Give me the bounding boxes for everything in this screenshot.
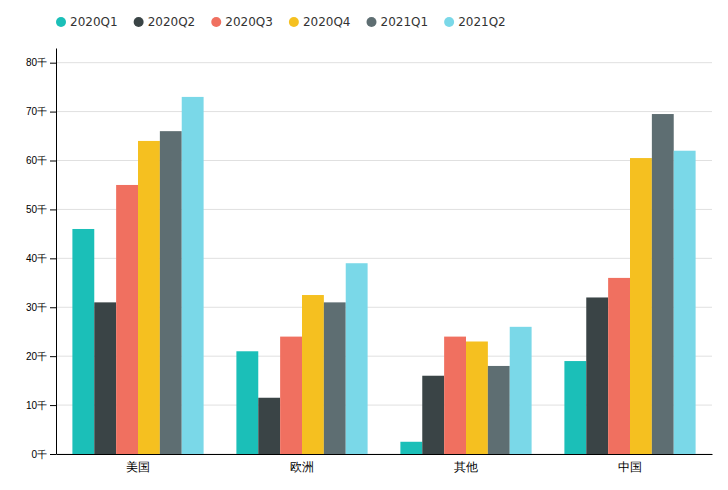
bar: [182, 97, 204, 454]
legend-label: 2021Q2: [458, 15, 506, 29]
bar: [630, 158, 652, 454]
legend-label: 2020Q4: [303, 15, 351, 29]
x-tick-label: 中国: [618, 460, 642, 474]
y-tick: 10千: [26, 400, 56, 411]
y-axis-line: [56, 49, 57, 455]
x-tick-label: 其他: [454, 460, 478, 474]
bar-series: [138, 141, 652, 454]
bar: [586, 297, 608, 454]
legend-label: 2021Q1: [381, 15, 429, 29]
bar: [488, 366, 510, 454]
bar-series: [160, 114, 674, 454]
x-tick: 美国: [126, 460, 150, 474]
x-tick: 欧洲: [290, 460, 314, 474]
y-tick-label: 50千: [26, 204, 47, 215]
bar: [302, 295, 324, 454]
x-axis: 美国 欧洲 其他 中国: [57, 455, 713, 474]
plot: 0千 10千 20千 30千 40千 50千 60千 70千 80千美国 欧洲 其他 中国: [26, 49, 713, 474]
chart: 0千 10千 20千 30千 40千 50千 60千 70千 80千美国 欧洲 其他 中国 2020Q1…: [0, 0, 728, 490]
legend-item: 2020Q4: [289, 15, 351, 29]
legend-label: 2020Q3: [225, 15, 273, 29]
legend-label: 2020Q1: [70, 15, 118, 29]
legend-item: 2021Q1: [367, 15, 429, 29]
y-tick-mark: [50, 356, 56, 357]
legend-swatch: [56, 17, 66, 27]
y-tick-mark: [50, 112, 56, 113]
bar: [236, 351, 258, 454]
bar: [138, 141, 160, 454]
y-tick-mark: [50, 307, 56, 308]
legend-swatch: [289, 17, 299, 27]
bar: [324, 302, 346, 454]
grid: [56, 63, 712, 454]
bar-series: [182, 97, 696, 454]
y-tick-label: 20千: [26, 351, 47, 362]
bar: [444, 337, 466, 454]
legend-item: 2020Q1: [56, 15, 118, 29]
legend-swatch: [444, 17, 454, 27]
legend: 2020Q1 2020Q2 2020Q3 2020Q4 2021Q1 2021Q2: [56, 15, 506, 29]
x-axis-line: [57, 454, 713, 455]
y-tick-label: 30千: [26, 302, 47, 313]
y-tick: 40千: [26, 253, 56, 264]
x-tick: 中国: [618, 460, 642, 474]
y-tick-mark: [50, 63, 56, 64]
y-tick: 20千: [26, 351, 56, 362]
bar: [72, 229, 94, 454]
y-tick-mark: [50, 405, 56, 406]
y-tick: 60千: [26, 155, 56, 166]
bar: [652, 114, 674, 454]
y-tick-label: 70千: [26, 106, 47, 117]
bars: [72, 97, 695, 454]
legend-item: 2020Q2: [134, 15, 196, 29]
y-tick-mark: [50, 454, 56, 455]
bar: [674, 151, 696, 454]
bar: [608, 278, 630, 454]
y-tick-mark: [50, 258, 56, 259]
grid-line: [56, 62, 712, 63]
y-axis: 0千 10千 20千 30千 40千 50千 60千 70千 80千: [26, 49, 57, 460]
x-tick-label: 美国: [126, 460, 150, 474]
bar: [94, 302, 116, 454]
bar: [280, 337, 302, 454]
y-tick: 50千: [26, 204, 56, 215]
legend-swatch: [367, 17, 377, 27]
bar: [258, 398, 280, 454]
bar: [564, 361, 586, 454]
y-tick-label: 10千: [26, 400, 47, 411]
y-tick-label: 60千: [26, 155, 47, 166]
legend-label: 2020Q2: [148, 15, 196, 29]
legend-swatch: [134, 17, 144, 27]
grid-line: [56, 111, 712, 112]
legend-item: 2020Q3: [211, 15, 273, 29]
legend-item: 2021Q2: [444, 15, 506, 29]
y-tick-mark: [50, 209, 56, 210]
bar: [422, 376, 444, 454]
y-tick: 80千: [26, 57, 56, 68]
bar: [400, 442, 422, 454]
x-tick: 其他: [454, 460, 478, 474]
y-tick-label: 80千: [26, 57, 47, 68]
bar: [466, 341, 488, 454]
y-tick: 0千: [31, 449, 56, 460]
bar: [160, 131, 182, 454]
y-tick-label: 0千: [31, 449, 47, 460]
x-tick-label: 欧洲: [290, 460, 314, 474]
legend-swatch: [211, 17, 221, 27]
y-tick: 30千: [26, 302, 56, 313]
bar: [116, 185, 138, 454]
bar: [346, 263, 368, 454]
y-tick-mark: [50, 161, 56, 162]
bar: [510, 327, 532, 454]
y-tick: 70千: [26, 106, 56, 117]
y-tick-label: 40千: [26, 253, 47, 264]
